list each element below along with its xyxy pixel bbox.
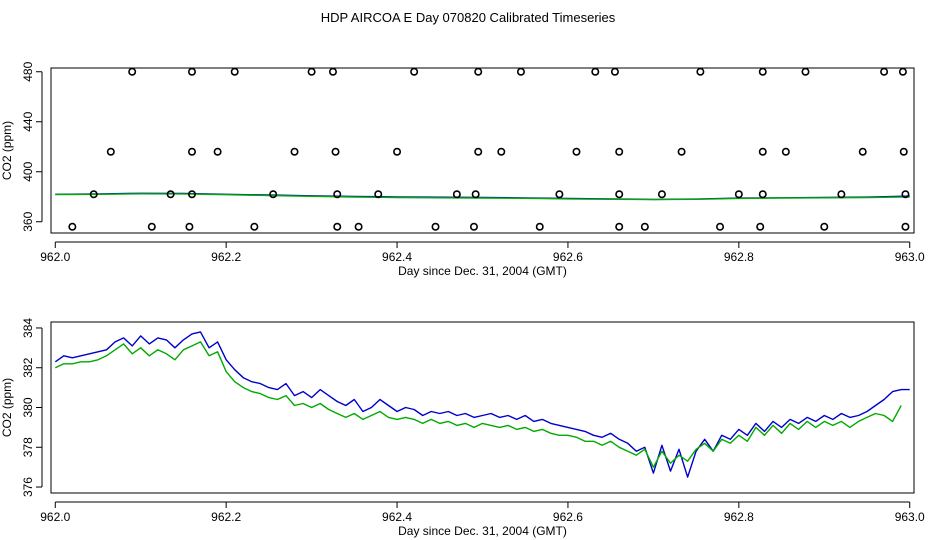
calibration-point	[147, 222, 156, 231]
calibration-point	[758, 67, 767, 76]
x-tick-label: 962.4	[382, 250, 412, 264]
calibration-point	[696, 67, 705, 76]
calibration-point	[758, 147, 767, 156]
calibration-point	[901, 190, 910, 199]
x-tick-label: 962.4	[382, 510, 412, 524]
calibration-point	[734, 190, 743, 199]
calibration-point	[535, 222, 544, 231]
calibration-point	[374, 190, 383, 199]
top-panel: 962.0 962.2 962.4 962.6 962.8 963.0 Day since …	[0, 61, 925, 278]
y-tick-label: 400	[21, 161, 35, 181]
calibration-point	[393, 147, 402, 156]
y-tick-label: 376	[21, 477, 35, 497]
calibration-point	[230, 67, 239, 76]
y-tick-label: 382	[21, 357, 35, 377]
plot-frame	[50, 67, 915, 234]
y-axis-title: CO2 (ppm)	[0, 378, 14, 437]
x-tick-label: 963.0	[895, 510, 925, 524]
calibration-point	[615, 190, 624, 199]
calibration-point	[758, 190, 767, 199]
calibration-point	[166, 190, 175, 199]
x-tick-label: 962.6	[553, 250, 583, 264]
calibration-point	[471, 190, 480, 199]
calibration-point	[615, 222, 624, 231]
x-tick-label: 962.6	[553, 510, 583, 524]
x-tick-label: 962.0	[40, 510, 70, 524]
calibration-point	[474, 147, 483, 156]
calibration-point	[68, 222, 77, 231]
calibration-point	[290, 147, 299, 156]
calibration-point	[187, 147, 196, 156]
calibration-point	[333, 222, 342, 231]
x-tick-label: 962.2	[211, 510, 241, 524]
series-line-green	[55, 341, 902, 468]
calibration-point	[469, 222, 478, 231]
calibration-point	[497, 147, 506, 156]
x-tick-label: 962.8	[724, 250, 754, 264]
calibration-point	[250, 222, 259, 231]
figure-title: HDP AIRCOA E Day 070820 Calibrated Times…	[321, 10, 616, 25]
calibration-point	[572, 147, 581, 156]
calibration-point	[474, 67, 483, 76]
y-tick-label: 380	[21, 397, 35, 417]
y-tick-label: 384	[21, 318, 35, 338]
calibration-point	[640, 222, 649, 231]
calibration-point	[354, 222, 363, 231]
calibration-point	[898, 67, 907, 76]
calibration-point	[801, 67, 810, 76]
series-line-green	[55, 193, 910, 201]
calibration-point	[187, 67, 196, 76]
x-axis-title: Day since Dec. 31, 2004 (GMT)	[398, 524, 567, 538]
y-axis-title: CO2 (ppm)	[0, 121, 14, 180]
calibration-point	[431, 222, 440, 231]
calibration-point	[756, 222, 765, 231]
calibration-point	[333, 190, 342, 199]
calibration-point	[516, 67, 525, 76]
calibration-point	[307, 67, 316, 76]
calibration-point	[615, 147, 624, 156]
calibration-point	[213, 147, 222, 156]
y-tick-label: 360	[21, 211, 35, 231]
calibration-point	[128, 67, 137, 76]
x-tick-label: 963.0	[895, 250, 925, 264]
calibration-point	[555, 190, 564, 199]
calibration-point	[781, 147, 790, 156]
calibration-point	[591, 67, 600, 76]
calibration-point	[185, 222, 194, 231]
x-axis-title: Day since Dec. 31, 2004 (GMT)	[398, 264, 567, 278]
y-tick-label: 440	[21, 111, 35, 131]
calibration-point	[677, 147, 686, 156]
calibration-point	[269, 190, 278, 199]
calibration-point	[837, 190, 846, 199]
calibration-point	[610, 67, 619, 76]
calibration-point	[901, 222, 910, 231]
x-tick-label: 962.8	[724, 510, 754, 524]
y-tick-label: 480	[21, 61, 35, 81]
calibration-point	[331, 147, 340, 156]
calibration-point	[328, 67, 337, 76]
plot-frame	[50, 321, 915, 494]
calibration-point	[858, 147, 867, 156]
x-tick-label: 962.2	[211, 250, 241, 264]
calibration-point	[820, 222, 829, 231]
calibration-point	[410, 67, 419, 76]
x-tick-label: 962.0	[40, 250, 70, 264]
calibration-point	[880, 67, 889, 76]
calibration-point	[89, 190, 98, 199]
series-line-blue	[54, 331, 910, 478]
calibration-point	[657, 190, 666, 199]
calibration-point	[452, 190, 461, 199]
calibration-point	[187, 190, 196, 199]
calibration-point	[899, 147, 908, 156]
y-tick-label: 378	[21, 437, 35, 457]
calibration-point	[106, 147, 115, 156]
calibration-point	[716, 222, 725, 231]
bottom-panel: 962.0 962.2 962.4 962.6 962.8 963.0 Day since …	[0, 318, 925, 538]
